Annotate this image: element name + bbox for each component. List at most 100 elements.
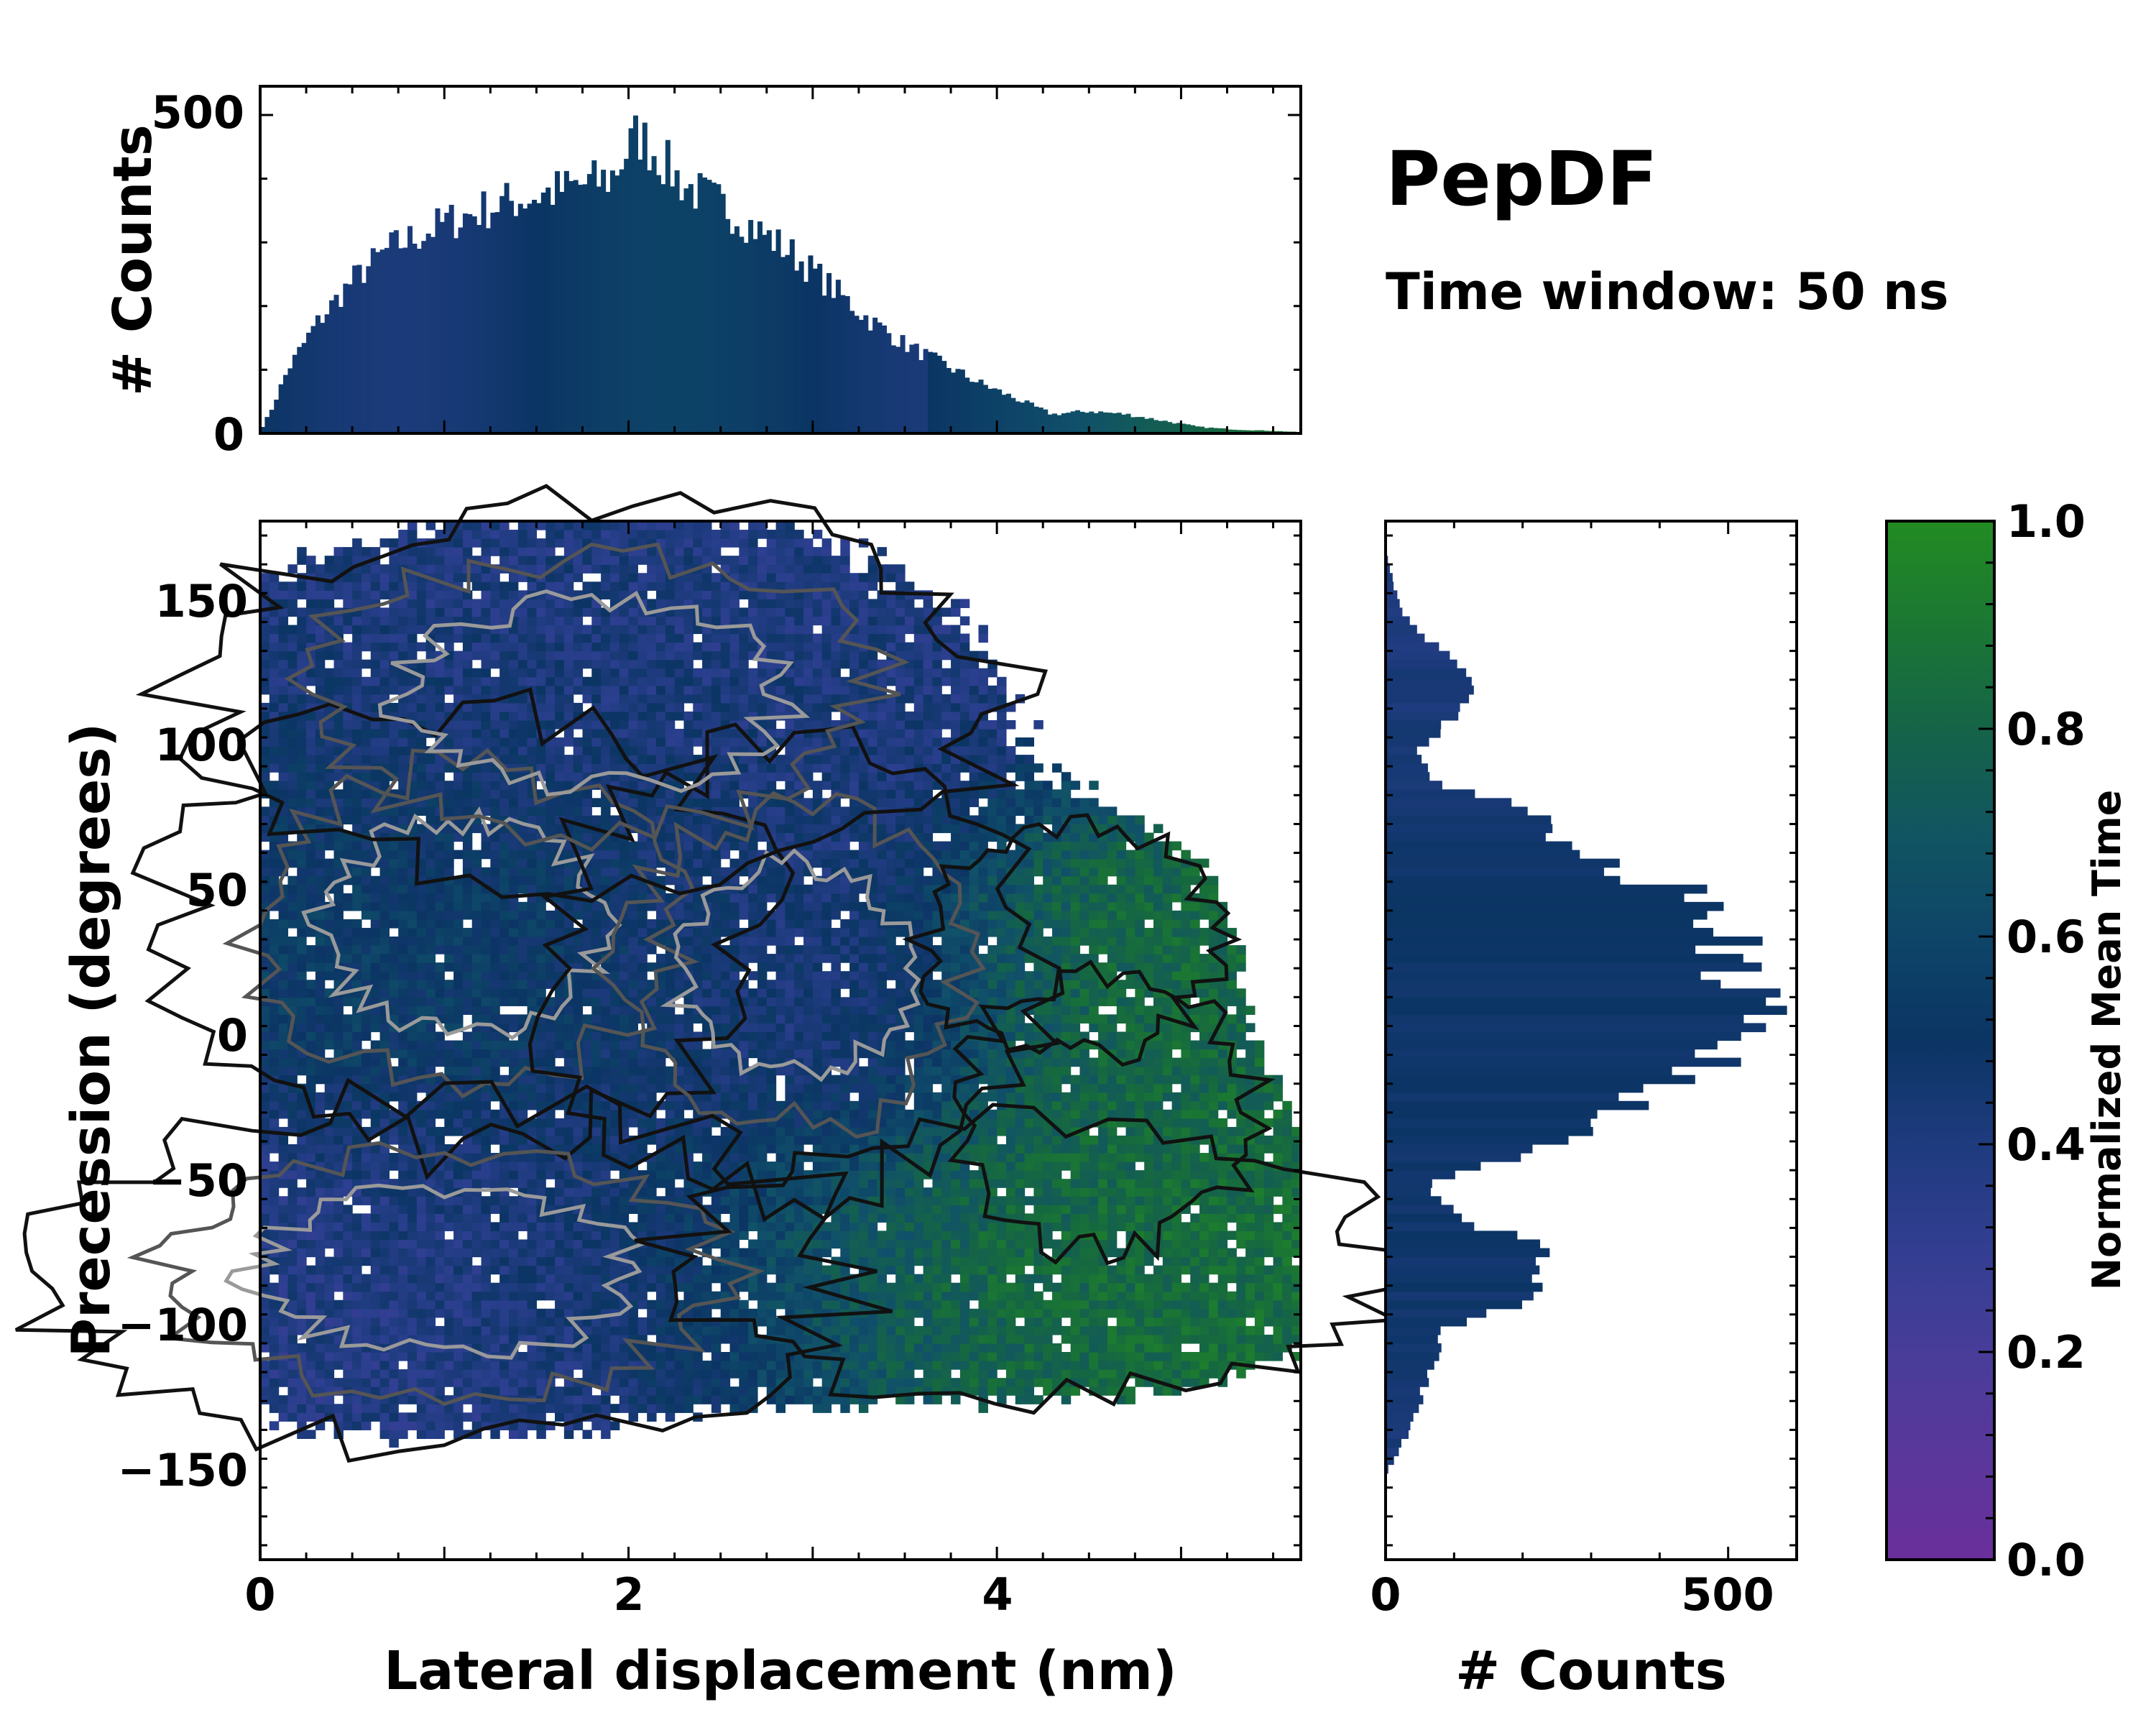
heatmap-cell (389, 806, 399, 816)
heatmap-cell (306, 962, 316, 972)
heatmap-cell (536, 1049, 546, 1059)
heatmap-cell (536, 521, 546, 530)
heatmap-cell (444, 1040, 454, 1050)
heatmap-cell (545, 1334, 556, 1344)
heatmap-cell (619, 1352, 630, 1361)
heatmap-cell (333, 719, 344, 730)
heatmap-cell (582, 746, 592, 755)
heatmap-cell (536, 1430, 546, 1440)
heatmap-cell (361, 1170, 372, 1179)
heatmap-cell (370, 659, 381, 669)
heatmap-cell (343, 997, 353, 1006)
heatmap-cell (619, 530, 630, 539)
heatmap-cell (260, 815, 270, 825)
heatmap-cell (582, 1230, 592, 1241)
heatmap-cell (481, 980, 491, 989)
heatmap-cell (563, 901, 574, 911)
heatmap-cell (425, 1023, 436, 1033)
heatmap-cell (471, 937, 482, 946)
heatmap-cell (527, 737, 538, 747)
heatmap-cell (306, 1404, 316, 1413)
heatmap-cell (471, 530, 482, 539)
heatmap-cell (591, 1031, 602, 1041)
heatmap-cell (656, 711, 666, 721)
top-hist-bar (430, 236, 436, 433)
heatmap-cell (517, 1179, 528, 1188)
heatmap-cell (527, 988, 538, 998)
heatmap-cell (471, 1014, 482, 1024)
heatmap-cell (407, 867, 418, 877)
heatmap-cell (453, 1412, 464, 1422)
heatmap-cell (674, 1153, 685, 1162)
heatmap-cell (601, 711, 611, 721)
heatmap-cell (352, 1023, 362, 1033)
heatmap-cell (370, 668, 381, 678)
heatmap-cell (582, 530, 592, 539)
heatmap-cell (278, 1049, 289, 1059)
heatmap-cell (647, 962, 657, 972)
heatmap-cell (287, 1196, 298, 1205)
heatmap-cell (315, 1282, 326, 1292)
heatmap-cell (425, 832, 436, 842)
heatmap-cell (416, 962, 427, 972)
heatmap-cell (665, 893, 676, 903)
heatmap-cell (490, 1135, 500, 1145)
heatmap-cell (453, 530, 464, 539)
heatmap-cell (609, 642, 620, 652)
heatmap-cell (370, 1378, 381, 1387)
heatmap-cell (407, 607, 418, 617)
heatmap-cell (297, 1274, 307, 1284)
heatmap-cell (379, 1291, 390, 1301)
heatmap-cell (499, 867, 510, 877)
heatmap-cell (398, 599, 408, 609)
heatmap-cell (527, 971, 538, 980)
heatmap-cell (278, 824, 289, 834)
heatmap-cell (361, 685, 372, 695)
heatmap-cell (453, 954, 464, 963)
heatmap-cell (601, 1352, 611, 1361)
heatmap-cell (683, 650, 694, 661)
heatmap-cell (407, 711, 418, 721)
top-hist-bar (338, 306, 344, 433)
heatmap-cell (647, 694, 657, 704)
heatmap-cell (407, 616, 418, 626)
heatmap-cell (508, 1361, 519, 1370)
heatmap-cell (508, 1386, 519, 1396)
heatmap-cell (647, 1092, 657, 1102)
heatmap-cell (398, 971, 408, 980)
heatmap-cell (260, 1006, 270, 1015)
heatmap-cell (453, 1369, 464, 1379)
top-hist-bar (716, 184, 722, 433)
heatmap-cell (398, 893, 408, 903)
heatmap-cell (269, 642, 280, 652)
heatmap-cell (665, 1006, 676, 1015)
heatmap-cell (573, 806, 584, 816)
heatmap-cell (656, 1274, 666, 1284)
heatmap-cell (444, 1170, 454, 1179)
heatmap-cell (315, 1222, 326, 1232)
heatmap-cell (637, 1300, 648, 1310)
heatmap-cell (278, 988, 289, 998)
heatmap-cell (416, 1135, 427, 1145)
heatmap-cell (582, 685, 592, 695)
heatmap-cell (656, 1153, 666, 1162)
heatmap-cell (674, 971, 685, 980)
heatmap-cell (287, 1343, 298, 1353)
top-hist-bar (918, 359, 924, 433)
heatmap-cell (297, 1023, 307, 1033)
heatmap-cell (563, 1274, 574, 1284)
heatmap-cell (527, 1222, 538, 1232)
heatmap-cell (471, 564, 482, 574)
heatmap-cell (591, 1006, 602, 1015)
heatmap-cell (462, 980, 473, 989)
heatmap-cell (287, 1369, 298, 1379)
heatmap-cell (619, 573, 630, 582)
heatmap-cell (499, 642, 510, 652)
top-hist-bar (1130, 417, 1135, 433)
heatmap-cell (324, 1239, 335, 1249)
heatmap-cell (582, 832, 592, 842)
heatmap-cell (637, 798, 648, 807)
heatmap-cell (324, 1230, 335, 1241)
heatmap-cell (591, 1049, 602, 1059)
heatmap-cell (444, 910, 454, 920)
